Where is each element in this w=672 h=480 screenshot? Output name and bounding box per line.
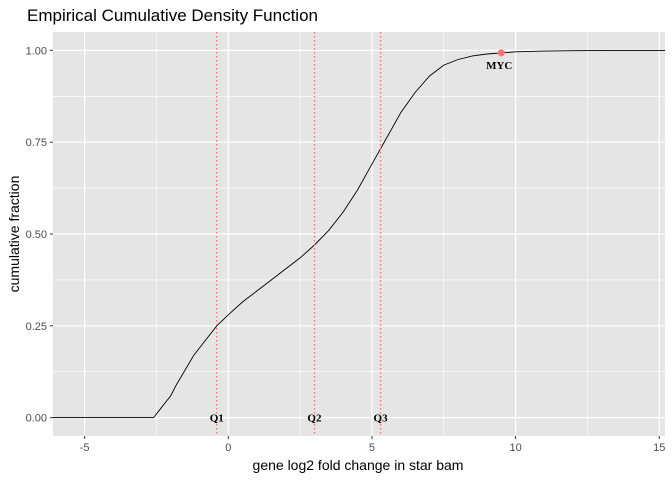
highlight-marker	[497, 49, 505, 57]
x-tick-label: 10	[509, 442, 521, 454]
quartile-label: Q2	[307, 413, 322, 425]
y-tick-label: 1.00	[26, 45, 47, 57]
quartile-label: Q1	[210, 413, 224, 425]
y-tick-label: 0.25	[26, 321, 47, 333]
x-tick-label: 0	[225, 442, 231, 454]
chart-title: Empirical Cumulative Density Function	[27, 6, 318, 25]
y-tick-label: 0.00	[26, 413, 47, 425]
quartile-label: Q3	[374, 413, 389, 425]
y-tick-label: 0.50	[26, 229, 47, 241]
y-tick-label: 0.75	[26, 137, 47, 149]
ecdf-line	[53, 49, 665, 419]
x-tick-label: -5	[80, 442, 90, 454]
grid-major	[53, 32, 665, 436]
y-axis-ticks: 0.00 0.25 0.50 0.75 1.00	[26, 45, 53, 425]
highlight-label: MYC	[486, 60, 512, 72]
highlight-point: MYC	[486, 49, 512, 72]
x-axis-ticks: -5 0 5 10 15	[80, 436, 665, 454]
y-axis-title: cumulative fraction	[6, 176, 22, 293]
x-axis-title: gene log2 fold change in star bam	[253, 457, 464, 473]
quartile-lines: Q1 Q2 Q3	[210, 32, 388, 436]
ecdf-series	[53, 49, 665, 419]
x-tick-label: 15	[653, 442, 665, 454]
x-tick-label: 5	[369, 442, 375, 454]
